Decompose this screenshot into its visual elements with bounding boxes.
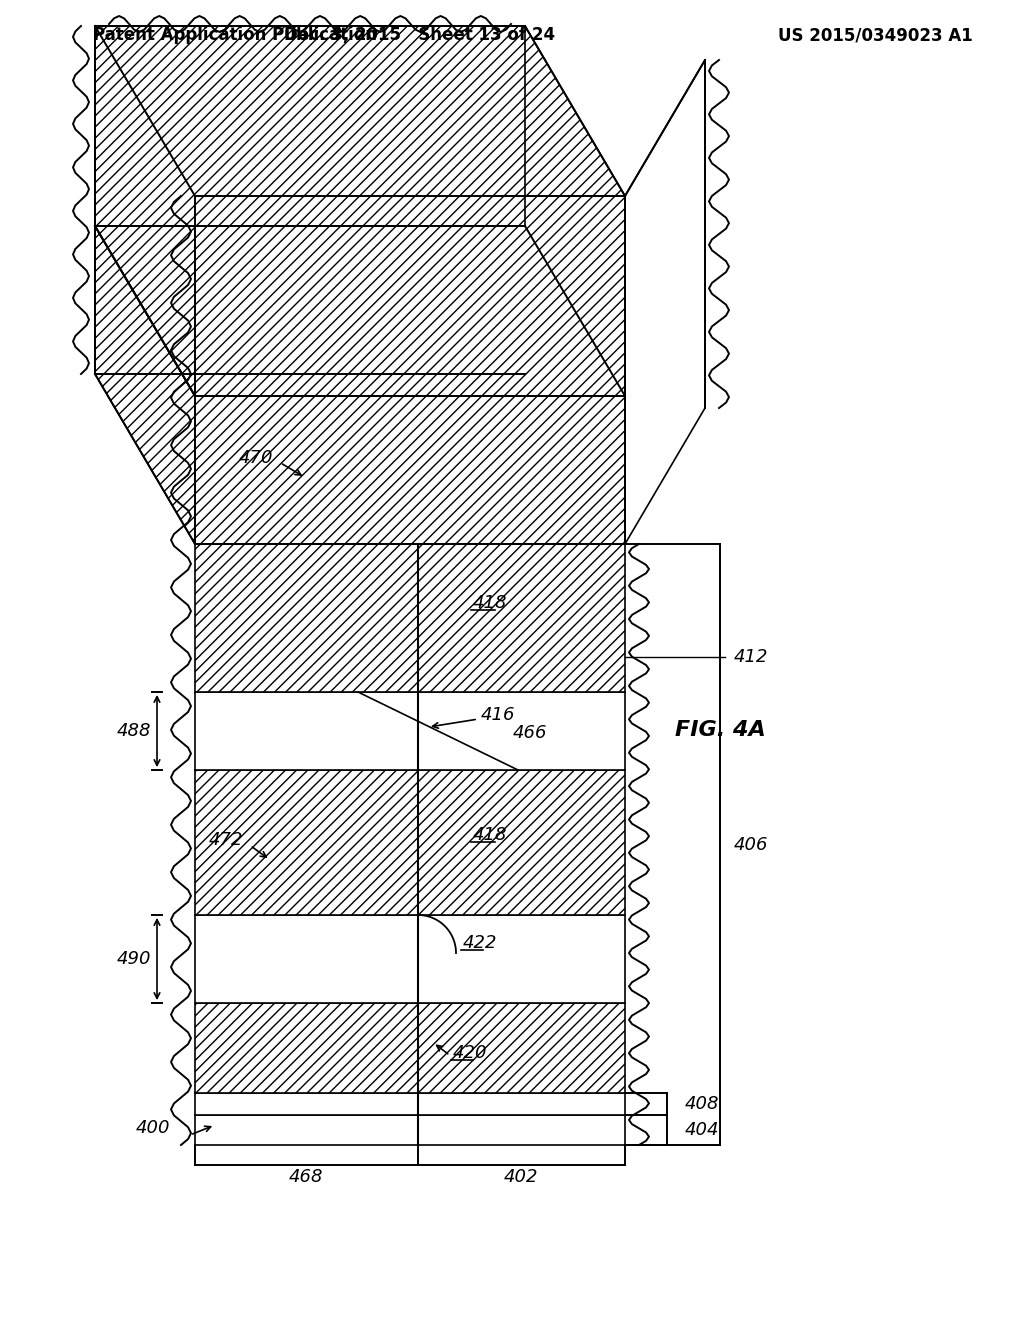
Text: 472: 472 (209, 830, 243, 849)
Text: 420: 420 (453, 1044, 487, 1061)
Text: 412: 412 (734, 648, 768, 667)
Text: 400: 400 (135, 1119, 170, 1137)
Polygon shape (418, 915, 625, 1003)
Polygon shape (95, 226, 625, 396)
Polygon shape (195, 692, 625, 770)
Text: 406: 406 (734, 836, 768, 854)
Text: Patent Application Publication: Patent Application Publication (93, 26, 377, 44)
Text: 418: 418 (473, 826, 508, 845)
Text: 490: 490 (117, 950, 151, 968)
Text: Dec. 3, 2015   Sheet 13 of 24: Dec. 3, 2015 Sheet 13 of 24 (285, 26, 556, 44)
Text: 404: 404 (685, 1121, 720, 1139)
Polygon shape (95, 26, 625, 195)
Polygon shape (195, 195, 625, 396)
Polygon shape (195, 1003, 625, 1093)
Text: 418: 418 (473, 594, 508, 612)
Text: 488: 488 (117, 722, 151, 741)
Text: 466: 466 (513, 725, 548, 742)
Text: FIG. 4A: FIG. 4A (675, 719, 765, 741)
Text: 470: 470 (239, 449, 273, 467)
Text: 416: 416 (481, 706, 515, 725)
Polygon shape (95, 26, 195, 396)
Text: 422: 422 (463, 935, 498, 952)
Polygon shape (95, 26, 525, 226)
Polygon shape (195, 770, 625, 915)
Text: 408: 408 (685, 1096, 720, 1113)
Polygon shape (195, 915, 418, 1003)
Text: 402: 402 (504, 1168, 539, 1185)
Polygon shape (195, 544, 625, 692)
Polygon shape (95, 226, 195, 544)
Polygon shape (195, 1115, 625, 1144)
Text: US 2015/0349023 A1: US 2015/0349023 A1 (777, 26, 973, 44)
Polygon shape (95, 226, 525, 374)
Polygon shape (625, 59, 705, 544)
Polygon shape (195, 396, 625, 544)
Polygon shape (195, 1093, 625, 1115)
Text: 468: 468 (289, 1168, 324, 1185)
